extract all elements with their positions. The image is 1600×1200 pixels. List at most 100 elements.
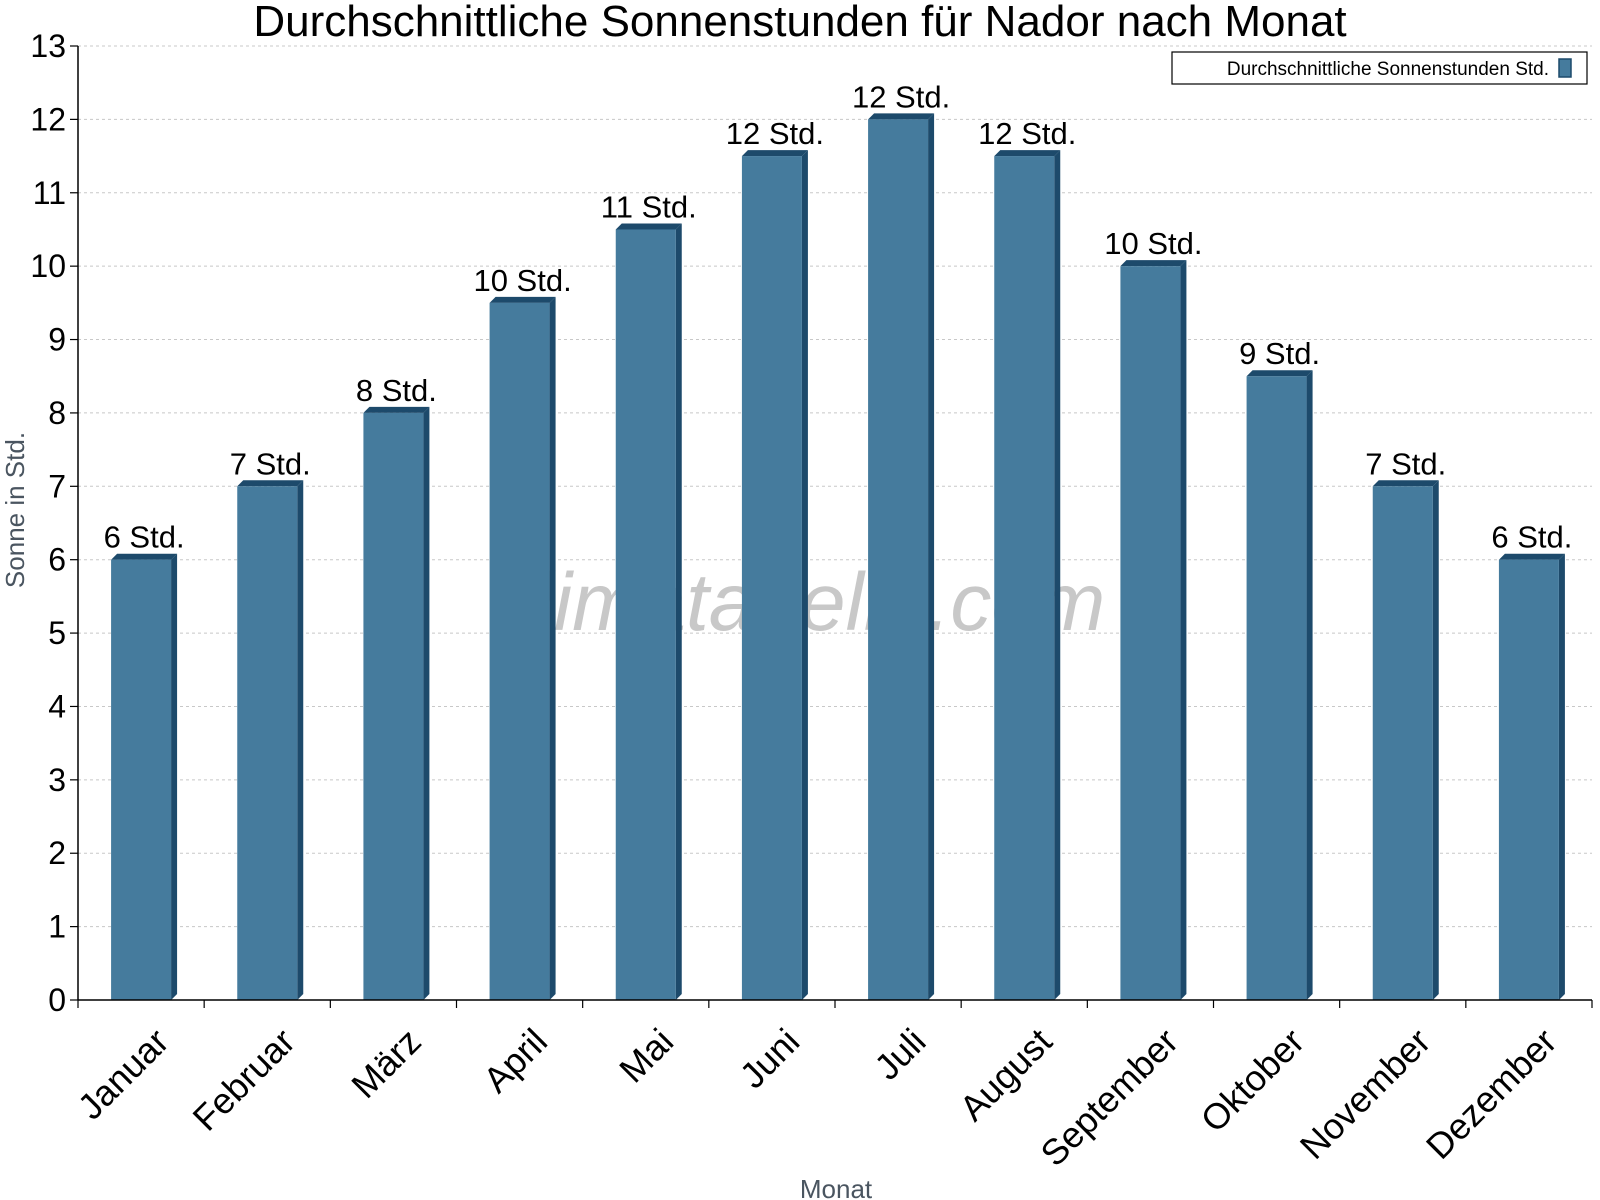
y-tick-label: 12 (30, 101, 66, 137)
x-tick-label: Januar (70, 1020, 177, 1127)
bar-top (489, 296, 556, 303)
bar-märz (363, 406, 430, 1000)
y-tick-label: 11 (33, 175, 66, 211)
bar-side (1306, 370, 1313, 1000)
bar-side (1054, 150, 1061, 1001)
bar-front (1246, 376, 1307, 1000)
bar-mai (615, 223, 682, 1000)
bar-side (297, 480, 304, 1000)
bar-front (111, 559, 172, 1000)
x-axis-label: Monat (800, 1174, 873, 1200)
bar-front (615, 229, 676, 1000)
bar-oktober (1246, 370, 1313, 1000)
bar-juni (741, 150, 808, 1001)
x-tick-label: Juni (732, 1020, 808, 1096)
bar-front (1372, 486, 1433, 1000)
bar-top (363, 406, 430, 413)
bar-value-label: 12 Std. (726, 116, 824, 151)
bar-april (489, 296, 556, 1000)
bar-front (363, 412, 424, 1000)
bar-value-label: 9 Std. (1239, 336, 1320, 371)
legend-box (1171, 51, 1588, 85)
bar-front (489, 302, 550, 1000)
bar-front (1498, 559, 1559, 1000)
x-tick-label: November (1292, 1020, 1438, 1166)
bar-value-label: 7 Std. (1365, 446, 1446, 481)
y-axis-label: Sonne in Std. (0, 432, 30, 588)
legend: Durchschnittliche Sonnenstunden Std. (1171, 51, 1588, 85)
y-tick-label: 7 (48, 468, 66, 504)
bar-dezember (1498, 553, 1565, 1000)
axes (77, 46, 1592, 1001)
y-tick-label: 13 (30, 28, 66, 64)
x-tick-label: Dezember (1418, 1020, 1564, 1166)
bar-top (237, 480, 304, 487)
bar-september (1120, 260, 1187, 1001)
y-tick-label: 9 (48, 322, 66, 358)
y-tick-label: 10 (30, 248, 66, 284)
y-tick-label: 5 (48, 615, 66, 651)
bar-side (423, 406, 430, 1000)
bar-front (237, 486, 298, 1000)
bar-value-label: 11 Std. (601, 189, 697, 224)
x-tick-label: Juli (866, 1020, 933, 1087)
bar-top (111, 553, 178, 560)
x-tick-label: September (1032, 1020, 1186, 1174)
x-tick-label: Mai (611, 1020, 681, 1090)
x-tick-label: August (951, 1020, 1059, 1128)
bar-value-label: 6 Std. (1491, 520, 1572, 555)
bar-top (868, 113, 935, 120)
bar-januar (111, 553, 178, 1000)
legend-swatch (1558, 58, 1572, 78)
grid-lines (78, 45, 1592, 928)
bar-top (994, 150, 1061, 157)
bar-side (1432, 480, 1439, 1000)
bar-august (994, 150, 1061, 1001)
bar-top (615, 223, 682, 230)
bar-top (1120, 260, 1187, 267)
bar-november (1372, 480, 1439, 1000)
bar-juli (868, 113, 935, 1000)
bar-februar (237, 480, 304, 1000)
y-tick-label: 4 (48, 688, 66, 724)
bar-top (741, 150, 808, 157)
bar-side (801, 150, 808, 1001)
y-tick-label: 8 (48, 395, 66, 431)
bar-side (675, 223, 682, 1000)
y-tick-label: 2 (48, 835, 66, 871)
bar-top (1498, 553, 1565, 560)
bar-value-label: 8 Std. (356, 373, 437, 408)
y-tick-label: 1 (48, 909, 66, 945)
bar-value-label: 12 Std. (852, 79, 950, 114)
bar-front (741, 156, 802, 1001)
bar-front (868, 119, 929, 1000)
bar-value-label: 12 Std. (978, 116, 1076, 151)
bar-value-label: 10 Std. (1104, 226, 1202, 261)
bar-side (1558, 553, 1565, 1000)
x-tick-label: März (343, 1020, 429, 1106)
bar-top (1372, 480, 1439, 487)
bar-series (111, 113, 1565, 1001)
bar-front (1120, 266, 1181, 1001)
bar-side (171, 553, 178, 1000)
chart-title: Durchschnittliche Sonnenstunden für Nado… (253, 0, 1346, 46)
bar-side (549, 296, 556, 1000)
y-tick-label: 0 (48, 982, 66, 1018)
bar-front (994, 156, 1055, 1001)
x-tick-label: April (475, 1020, 555, 1100)
bar-value-label: 6 Std. (104, 520, 185, 555)
bar-side (1180, 260, 1187, 1001)
y-tick-label: 6 (48, 542, 66, 578)
bar-value-label: 7 Std. (230, 446, 311, 481)
bar-top (1246, 370, 1313, 377)
bar-value-label: 10 Std. (473, 263, 571, 298)
x-tick-label: Oktober (1193, 1020, 1313, 1140)
bar-data-labels: 6 Std. 7 Std. 8 Std. 10 Std. 11 Std. 12 Std. 1… (104, 79, 1573, 554)
x-axis-ticks: Januar Februar März April Mai Juni Juli AugustS… (70, 1000, 1593, 1174)
y-tick-label: 3 (48, 762, 66, 798)
x-tick-label: Februar (185, 1020, 303, 1138)
bar-side (928, 113, 935, 1000)
legend-label: Durchschnittliche Sonnenstunden Std. (1227, 59, 1549, 80)
